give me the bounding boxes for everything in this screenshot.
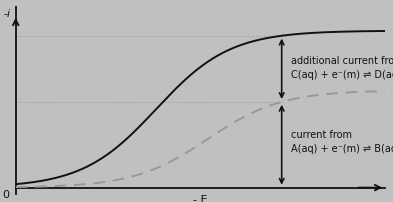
Text: additional current from: additional current from	[291, 56, 393, 66]
Text: -i: -i	[3, 9, 10, 19]
Text: - E: - E	[193, 194, 208, 202]
Text: 0: 0	[2, 189, 9, 199]
Text: current from: current from	[291, 129, 352, 139]
Text: C(aq) + e⁻(m) ⇌ D(aq): C(aq) + e⁻(m) ⇌ D(aq)	[291, 70, 393, 80]
Text: A(aq) + e⁻(m) ⇌ B(aq): A(aq) + e⁻(m) ⇌ B(aq)	[291, 143, 393, 153]
